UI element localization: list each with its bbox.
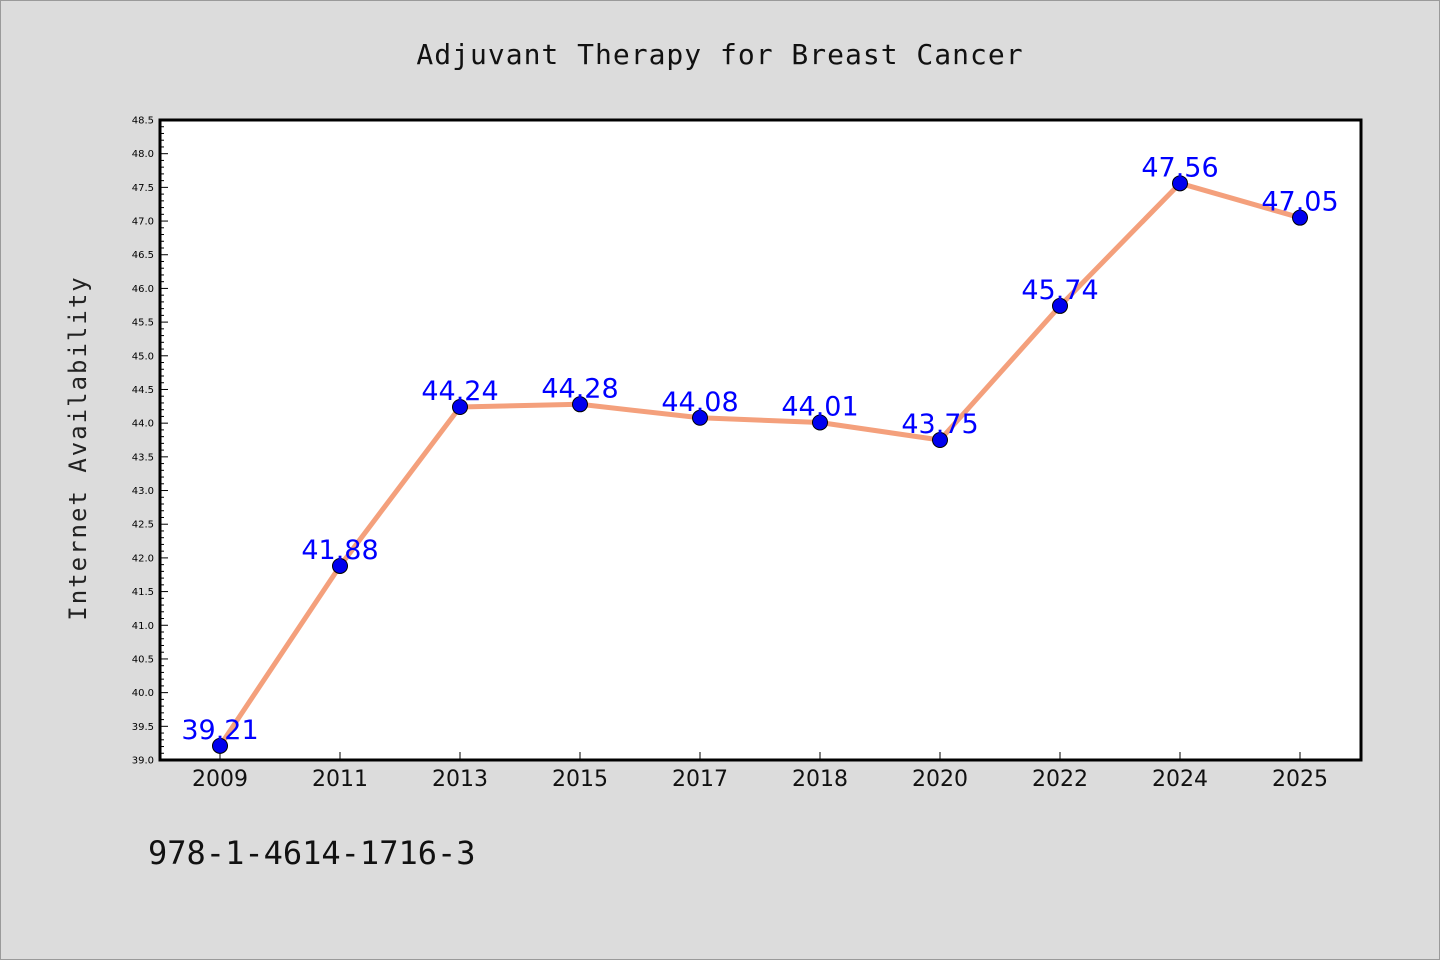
x-tick-label: 2020 [912,767,968,792]
x-axis-ticks: 2009 2011 2013 2015 2017 2018 2020 2022 2024 2025 [192,752,1328,792]
data-point-marker [212,737,228,754]
data-label: 44.24 [421,376,498,407]
y-tick-label: 46.5 [132,250,154,261]
y-tick-label: 48.5 [132,116,154,127]
y-axis-label: Internet Availability [64,275,92,620]
data-point-marker [452,398,468,415]
y-tick-label: 47.5 [132,183,154,194]
y-tick-label: 42.5 [132,520,154,531]
plot-area [158,118,1363,762]
data-label: 47.05 [1261,187,1338,218]
data-label: 43.75 [901,409,978,440]
data-point-marker [932,432,948,448]
y-tick-label: 41.5 [132,587,154,598]
x-tick-label: 2022 [1032,767,1088,792]
series-layer [212,175,1308,754]
y-tick-label: 47.0 [132,217,154,228]
data-label: 44.28 [541,373,618,404]
data-point-marker [692,409,708,426]
data-label: 45.74 [1021,275,1098,306]
data-point-marker [572,396,588,413]
y-tick-label: 43.5 [132,452,154,463]
y-tick-label: 44.5 [132,385,154,396]
y-tick-label: 40.0 [132,688,154,699]
y-tick-label: 39.5 [132,722,154,733]
footer-text: 978-1-4614-1716-3 [148,834,476,872]
data-label: 47.56 [1141,152,1218,183]
y-tick-label: 48.0 [132,149,154,160]
data-point-marker [812,414,828,431]
data-label: 41.88 [301,535,378,566]
data-label-layer: 39.21 41.88 44.24 44.28 44.08 44.01 43.75 45.74… [181,152,1338,746]
y-tick-label: 39.0 [132,756,154,767]
x-tick-label: 2017 [672,767,728,792]
data-point-marker [1172,175,1188,192]
y-tick-label: 45.0 [132,351,154,362]
x-tick-label: 2015 [552,767,608,792]
data-label: 44.01 [781,391,858,422]
x-tick-label: 2013 [432,767,488,792]
y-tick-label: 44.0 [132,419,154,430]
y-tick-label: 42.0 [132,553,154,564]
x-tick-label: 2018 [792,767,848,792]
y-axis-ticks: 39.0 39.5 40.0 40.5 41.0 41.5 42.0 42.5 43.0 43.5… [132,116,168,767]
series-line [217,180,1303,749]
y-tick-label: 46.0 [132,284,154,295]
data-point-marker [332,557,348,574]
x-tick-label: 2011 [312,767,368,792]
y-tick-label: 43.0 [132,486,154,497]
y-tick-label: 40.5 [132,654,154,665]
chart-title: Adjuvant Therapy for Breast Cancer [416,38,1023,71]
data-label: 39.21 [181,715,258,746]
y-tick-label: 45.5 [132,318,154,329]
data-point-marker [1292,209,1308,226]
x-tick-label: 2009 [192,767,248,792]
x-tick-label: 2025 [1272,767,1328,792]
data-label: 44.08 [661,387,738,418]
x-tick-label: 2024 [1152,767,1208,792]
y-tick-label: 41.0 [132,621,154,632]
data-point-marker [1052,297,1068,314]
